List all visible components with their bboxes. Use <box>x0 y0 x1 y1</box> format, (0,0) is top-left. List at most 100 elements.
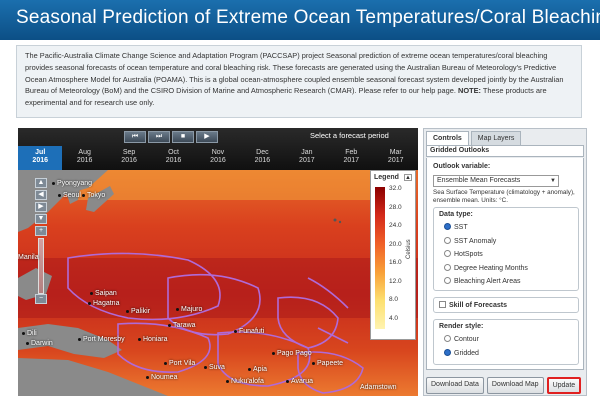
intro-paragraph: The Pacific-Australia Climate Change Sci… <box>25 51 564 96</box>
month-name: Jan <box>301 149 313 156</box>
legend-color-bar <box>375 187 385 329</box>
pan-up-icon[interactable]: ▲ <box>35 178 47 188</box>
month-0[interactable]: Jul 2016 <box>18 146 63 170</box>
city-label: Papeete <box>312 360 343 367</box>
pan-down-icon[interactable]: ▼ <box>35 214 47 224</box>
controls-panel: Controls Map Layers Gridded Outlooks Out… <box>423 128 587 396</box>
zoom-slider[interactable] <box>38 238 44 294</box>
legend-tick: 12.0 <box>389 277 402 285</box>
outlook-variable-select[interactable]: Ensemble Mean Forecasts ▼ <box>433 175 559 187</box>
forecast-map[interactable]: ⏮ ⏭ ■ ▶ Select a forecast period Jul 2016… <box>18 128 418 396</box>
month-name: Sep <box>122 149 136 156</box>
playback-controls: ⏮ ⏭ ■ ▶ <box>124 131 218 143</box>
data-type-option[interactable]: Bleaching Alert Areas <box>444 277 521 285</box>
data-type-option-label: Bleaching Alert Areas <box>454 278 521 285</box>
pan-right-icon[interactable]: ▶ <box>35 202 47 212</box>
panel-actions: Download Data Download Map Update <box>426 377 582 394</box>
city-label: Tarawa <box>168 322 196 329</box>
pan-left-icon[interactable]: ◀ <box>35 190 47 200</box>
month-6[interactable]: Jan 2017 <box>285 146 329 170</box>
radio-icon <box>444 335 451 342</box>
data-type-option[interactable]: SST <box>444 223 468 231</box>
legend-collapse-icon[interactable]: ▲ <box>404 174 412 181</box>
month-year: 2016 <box>76 157 93 164</box>
month-1[interactable]: Aug 2016 <box>62 146 106 170</box>
month-8[interactable]: Mar 2017 <box>374 146 418 170</box>
data-type-group: Data type: SST SST Anomaly HotSpots Degree … <box>433 207 579 291</box>
tab-controls[interactable]: Controls <box>426 131 469 145</box>
data-type-option-label: SST Anomaly <box>454 237 497 245</box>
month-name: Oct <box>168 149 179 156</box>
skip-forward-icon[interactable]: ⏭ <box>148 131 170 143</box>
render-style-option[interactable]: Gridded <box>444 348 479 357</box>
month-year: 2016 <box>121 157 137 164</box>
legend-tick: 8.0 <box>389 296 399 303</box>
city-label: Suva <box>204 364 225 371</box>
month-selector: Jul 2016 Aug 2016 Sep 2016 Oct 2016 Nov 2016 Dec 20… <box>18 146 418 170</box>
select-period-label: Select a forecast period <box>310 131 389 140</box>
radio-icon <box>444 223 451 230</box>
legend-tick: 20.0 <box>389 240 402 248</box>
radio-icon <box>444 263 451 271</box>
page-title: Seasonal Prediction of Extreme Ocean Tem… <box>16 7 600 28</box>
month-name: Jul <box>35 149 46 156</box>
legend-tick: 4.0 <box>389 314 399 322</box>
month-name: Aug <box>78 149 91 156</box>
download-data-button[interactable]: Download Data <box>426 377 484 394</box>
legend-unit: Celsius <box>406 239 412 259</box>
city-label: Honiara <box>138 336 168 343</box>
checkbox-icon <box>439 301 446 308</box>
data-type-option[interactable]: Degree Heating Months <box>444 263 528 272</box>
render-style-option-label: Gridded <box>454 349 479 357</box>
month-7[interactable]: Feb 2017 <box>329 146 373 170</box>
data-type-option-label: Degree Heating Months <box>454 264 528 272</box>
city-label: Apia <box>248 366 267 373</box>
chevron-down-icon: ▼ <box>550 178 556 184</box>
skill-group: Skill of Forecasts <box>433 297 579 313</box>
zoom-in-icon[interactable]: + <box>35 226 47 236</box>
play-icon[interactable]: ▶ <box>196 131 218 143</box>
note-text: These products are experimental and for … <box>25 86 547 108</box>
city-label: Tokyo <box>82 192 105 199</box>
city-label: Darwin <box>26 340 53 347</box>
city-label: Adamstown <box>360 384 397 391</box>
month-4[interactable]: Nov 2016 <box>196 146 240 170</box>
city-label: Hagatna <box>88 300 119 307</box>
stop-icon[interactable]: ■ <box>172 131 194 143</box>
forecast-timebar: ⏮ ⏭ ■ ▶ Select a forecast period Jul 2016… <box>18 128 418 170</box>
city-label: Dili <box>22 330 37 337</box>
month-year: 2016 <box>165 157 182 164</box>
month-name: Mar <box>389 149 402 156</box>
data-type-option[interactable]: HotSpots <box>444 250 483 258</box>
download-map-button[interactable]: Download Map <box>486 377 544 394</box>
month-3[interactable]: Oct 2016 <box>151 146 195 170</box>
city-label: Seoul <box>58 192 81 199</box>
month-name: Nov <box>211 149 225 156</box>
zoom-out-icon[interactable]: − <box>35 294 47 304</box>
skip-back-icon[interactable]: ⏮ <box>124 131 146 143</box>
city-label: Port Moresby <box>78 336 125 343</box>
render-style-option[interactable]: Contour <box>444 335 479 343</box>
skill-checkbox[interactable]: Skill of Forecasts <box>439 301 507 309</box>
city-label: Funafuti <box>234 328 264 335</box>
update-button[interactable]: Update <box>546 377 582 394</box>
panel-tabs: Controls Map Layers <box>426 131 522 145</box>
intro-box: The Pacific-Australia Climate Change Sci… <box>16 45 582 118</box>
render-style-group: Render style: Contour Gridded <box>433 319 579 365</box>
papua-landmass <box>18 324 122 358</box>
legend-tick: 24.0 <box>389 222 402 229</box>
month-name: Dec <box>256 149 269 156</box>
render-style-label: Render style: <box>439 323 484 330</box>
month-2[interactable]: Sep 2016 <box>107 146 151 170</box>
outlook-variable-label: Outlook variable: <box>433 163 491 170</box>
map-legend: Legend ▲ 32.0 28.0 24.0 20.0 16.0 12.0 8.0 4.0 … <box>370 170 416 340</box>
japan-landmass <box>86 186 114 212</box>
tab-map-layers[interactable]: Map Layers <box>470 131 522 145</box>
city-label: Pago Pago <box>272 350 312 357</box>
data-type-option[interactable]: SST Anomaly <box>444 236 497 245</box>
month-5[interactable]: Dec 2016 <box>240 146 284 170</box>
month-year: 2017 <box>387 157 404 164</box>
map-navigation: ▲ ◀ ▶ ▼ + − <box>32 178 50 306</box>
radio-icon <box>444 250 451 257</box>
data-type-label: Data type: <box>439 211 473 218</box>
